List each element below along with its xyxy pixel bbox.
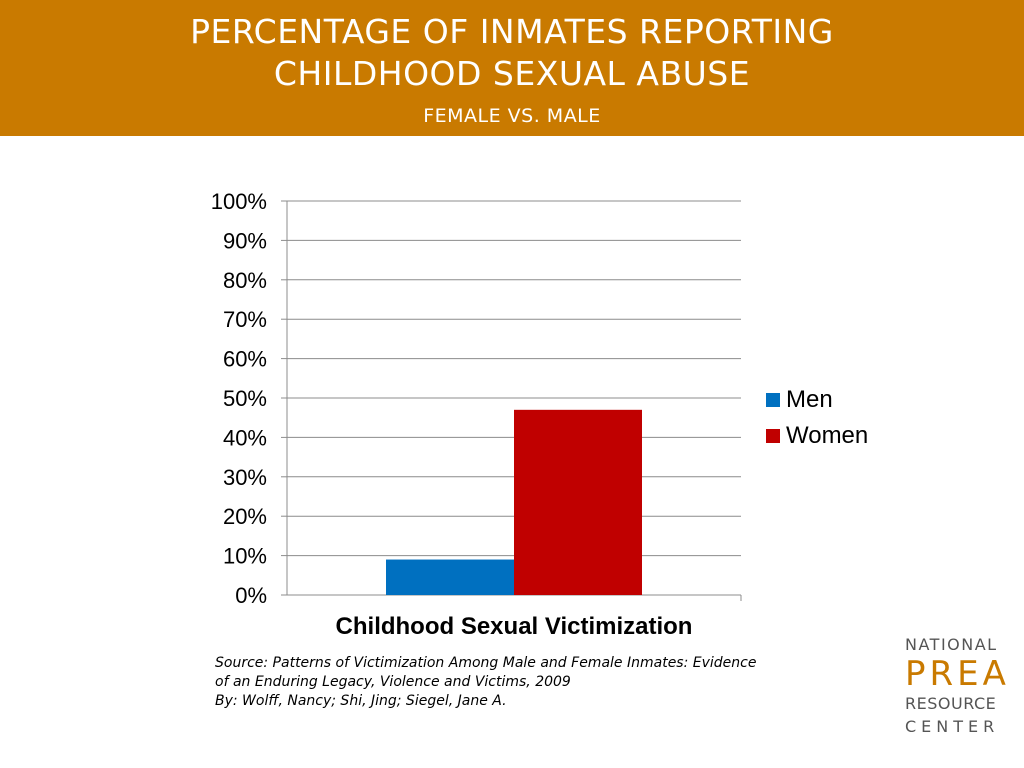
y-tick-label: 0% (235, 583, 267, 608)
x-category-label: Childhood Sexual Victimization (336, 613, 693, 640)
bar-women (514, 409, 642, 595)
y-tick-label: 100% (211, 189, 267, 214)
source-citation: Source: Patterns of Victimization Among … (215, 654, 855, 711)
source-line-3: By: Wolff, Nancy; Shi, Jing; Siegel, Jan… (215, 693, 507, 709)
slide-title-line2: CHILDHOOD SEXUAL ABUSE (273, 54, 751, 93)
legend-item-women: Women (766, 418, 868, 454)
title-banner: PERCENTAGE OF INMATES REPORTING CHILDHOO… (0, 0, 1024, 136)
slide-subtitle: FEMALE VS. MALE (423, 105, 601, 127)
legend-label-women: Women (786, 422, 869, 449)
bar-men (386, 559, 514, 595)
legend-swatch-women (766, 429, 780, 443)
source-line-2: of an Enduring Legacy, Violence and Vict… (215, 674, 571, 690)
logo-line-4: CENTER (905, 717, 1000, 736)
y-tick-label: 70% (223, 307, 267, 332)
y-tick-label: 40% (223, 425, 267, 450)
legend-label-men: Men (786, 386, 833, 413)
logo-line-1: NATIONAL (905, 635, 998, 654)
y-tick-label: 30% (223, 465, 267, 490)
y-tick-label: 80% (223, 268, 267, 293)
y-tick-label: 10% (223, 544, 267, 569)
y-tick-label: 60% (223, 347, 267, 372)
y-tick-label: 90% (223, 228, 267, 253)
logo-line-2: PREA (905, 654, 1010, 694)
prea-logo: NATIONAL PREA RESOURCE CENTER (905, 634, 1015, 738)
y-tick-label: 50% (223, 386, 267, 411)
y-tick-label: 20% (223, 504, 267, 529)
logo-line-3: RESOURCE (905, 694, 997, 713)
chart-legend: Men Women (766, 382, 868, 454)
slide-title-line1: PERCENTAGE OF INMATES REPORTING (190, 12, 834, 51)
legend-item-men: Men (766, 382, 868, 418)
source-line-1: Source: Patterns of Victimization Among … (215, 655, 757, 671)
legend-swatch-men (766, 393, 780, 407)
